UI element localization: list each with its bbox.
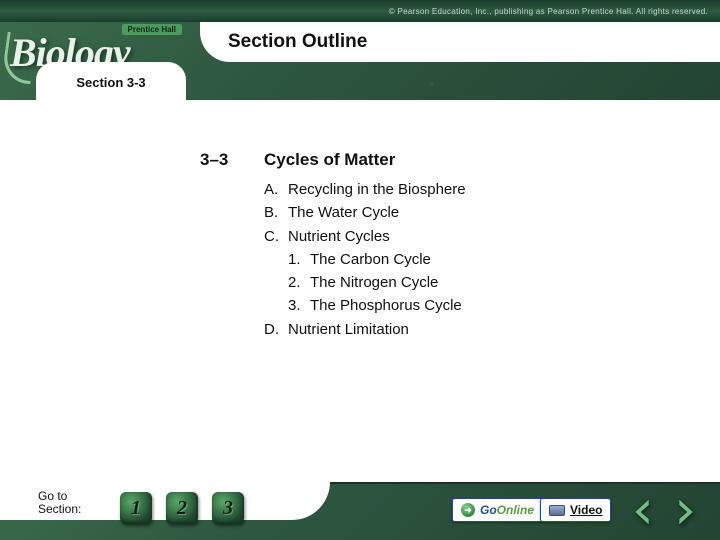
outline-list: A. Recycling in the Biosphere B. The Wat…: [264, 178, 680, 341]
goto-line1: Go to: [38, 490, 81, 503]
outline-label: B.: [264, 201, 288, 224]
outline-text: Nutrient Cycles: [288, 225, 390, 248]
outline-item: B. The Water Cycle: [264, 201, 680, 224]
outline-text: The Water Cycle: [288, 201, 399, 224]
video-label: Video: [570, 503, 602, 517]
outline-sublabel: 2.: [288, 271, 310, 294]
section-heading-row: 3–3 Cycles of Matter: [200, 150, 680, 170]
go-online-prefix: Go: [480, 503, 497, 517]
subsection-tab: Section 3-3: [36, 62, 186, 102]
top-border: © Pearson Education, Inc., publishing as…: [0, 0, 720, 22]
outline-subitem: 2. The Nitrogen Cycle: [288, 271, 680, 294]
subsection-label: Section 3-3: [76, 75, 145, 90]
go-online-label: GoOnline: [480, 503, 534, 517]
outline-subitem: 1. The Carbon Cycle: [288, 248, 680, 271]
go-online-icon: ➜: [461, 503, 475, 517]
outline-sublist: 1. The Carbon Cycle 2. The Nitrogen Cycl…: [288, 248, 680, 318]
outline-text: Nutrient Limitation: [288, 318, 409, 341]
chevron-left-icon: [627, 495, 661, 529]
outline-sublabel: 1.: [288, 248, 310, 271]
prev-arrow-button[interactable]: [626, 494, 662, 530]
logo-publisher-tag: Prentice Hall: [122, 24, 182, 35]
title-bar: Section Outline: [200, 22, 720, 62]
outline-subitem: 3. The Phosphorus Cycle: [288, 294, 680, 317]
video-button[interactable]: Video: [540, 498, 611, 522]
outline-item: A. Recycling in the Biosphere: [264, 178, 680, 201]
outline-label: C.: [264, 225, 288, 248]
outline-subtext: The Carbon Cycle: [310, 248, 431, 271]
video-icon: [549, 505, 565, 516]
page-title: Section Outline: [228, 31, 367, 53]
next-arrow-button[interactable]: [666, 494, 702, 530]
section-number: 3–3: [200, 150, 246, 170]
chevron-right-icon: [667, 495, 701, 529]
page-badge-3[interactable]: 3: [212, 492, 244, 524]
outline-item: D. Nutrient Limitation: [264, 318, 680, 341]
outline-subtext: The Phosphorus Cycle: [310, 294, 462, 317]
go-online-suffix: Online: [497, 503, 534, 517]
header-shelf: [0, 100, 720, 114]
outline-item: C. Nutrient Cycles: [264, 225, 680, 248]
outline-sublabel: 3.: [288, 294, 310, 317]
page-badges: 1 2 3: [120, 492, 244, 524]
outline-label: A.: [264, 178, 288, 201]
goto-label: Go to Section:: [38, 490, 81, 516]
outline-text: Recycling in the Biosphere: [288, 178, 466, 201]
outline-subtext: The Nitrogen Cycle: [310, 271, 438, 294]
content-area: 3–3 Cycles of Matter A. Recycling in the…: [200, 150, 680, 341]
nav-arrows: [626, 494, 702, 530]
section-title: Cycles of Matter: [264, 150, 395, 170]
page-badge-2[interactable]: 2: [166, 492, 198, 524]
outline-label: D.: [264, 318, 288, 341]
goto-line2: Section:: [38, 503, 81, 516]
go-online-button[interactable]: ➜ GoOnline: [452, 498, 543, 522]
copyright-text: © Pearson Education, Inc., publishing as…: [389, 7, 708, 16]
page-badge-1[interactable]: 1: [120, 492, 152, 524]
